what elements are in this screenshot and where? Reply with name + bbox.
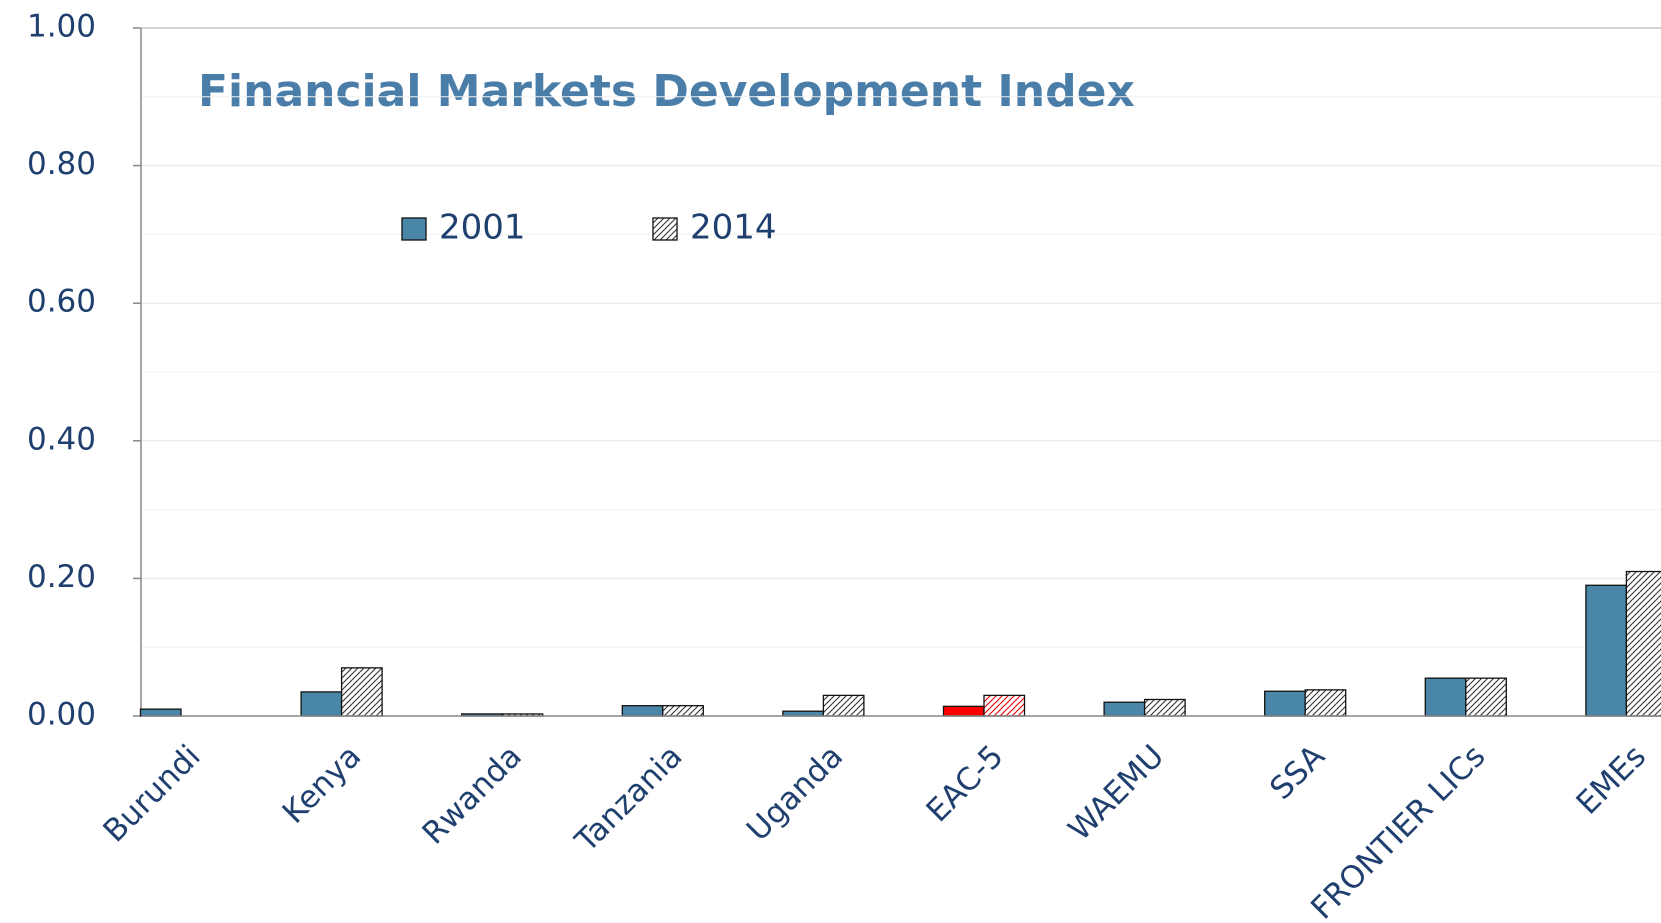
bar	[1585, 584, 1628, 717]
y-tick-label: 0.40	[27, 421, 96, 457]
x-tick-label: Kenya	[276, 738, 369, 831]
bar	[662, 705, 704, 717]
x-tick-label: WAEMU	[1062, 738, 1172, 848]
x-tick-label: EMEs	[1570, 738, 1653, 821]
x-tick-label: SSA	[1263, 738, 1332, 807]
x-tick-label: Burundi	[96, 738, 207, 849]
plot-area	[139, 570, 1661, 717]
chart-title: Financial Markets Development Index	[198, 66, 1135, 117]
legend-swatch	[652, 217, 678, 241]
bar	[300, 691, 343, 717]
y-tick-label: 0.60	[27, 284, 96, 320]
legend-swatch	[401, 217, 427, 241]
legend-label: 2001	[439, 208, 526, 248]
legend-label: 2014	[690, 208, 777, 248]
bar	[1143, 698, 1186, 717]
bar	[942, 705, 985, 717]
y-tick-label: 1.00	[27, 9, 96, 45]
bar	[1103, 701, 1146, 717]
x-tick-label: Rwanda	[416, 738, 529, 851]
x-tick-label: Uganda	[740, 738, 850, 848]
x-tick-label: FRONTIER LICs	[1304, 738, 1492, 923]
bar	[983, 694, 1026, 717]
bar	[1424, 677, 1467, 717]
bar	[822, 694, 865, 717]
y-tick-label: 0.80	[27, 146, 96, 182]
x-tick-label: EAC-5	[920, 738, 1011, 829]
bar	[340, 667, 383, 717]
bar	[1625, 570, 1661, 717]
x-tick-label: Tanzania	[568, 738, 690, 860]
bar	[1304, 689, 1347, 717]
bar	[1264, 690, 1306, 717]
bar	[139, 708, 182, 717]
bar	[1465, 677, 1507, 717]
bar	[621, 705, 664, 717]
y-tick-label: 0.20	[27, 559, 96, 595]
y-tick-label: 0.00	[27, 697, 96, 733]
